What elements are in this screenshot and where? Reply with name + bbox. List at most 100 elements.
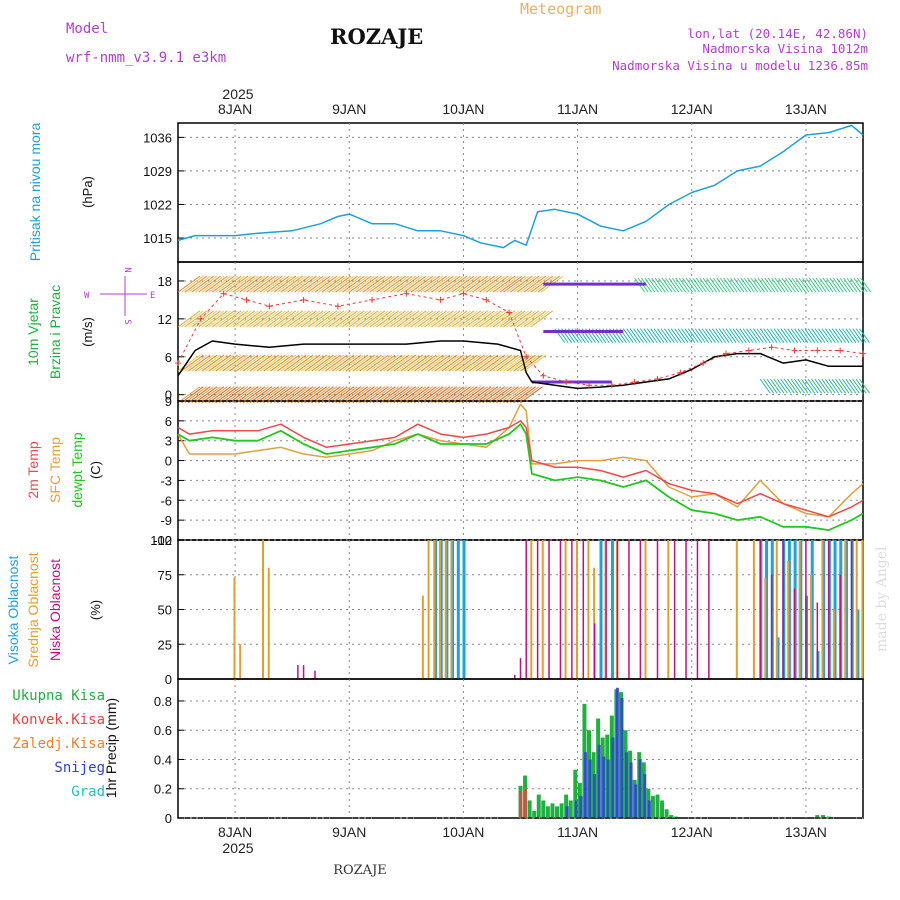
wind-barb xyxy=(390,275,413,293)
wind-barb xyxy=(759,378,771,394)
wind-barb xyxy=(184,354,208,372)
wind-barb xyxy=(294,275,317,293)
wind-barb xyxy=(424,354,447,372)
wind-barb xyxy=(836,277,848,293)
wind-barb xyxy=(194,354,218,372)
wind-barb xyxy=(763,328,775,343)
wind-barb xyxy=(277,354,300,372)
wind-barb xyxy=(232,386,256,404)
wind-barb xyxy=(290,310,314,328)
time-tick-bottom-11JAN: 11JAN xyxy=(557,824,598,840)
wind-barb xyxy=(626,328,638,343)
wind-barb xyxy=(843,277,854,293)
wind-barb xyxy=(520,275,543,293)
precip-legend-1: Konvek.Kisa xyxy=(12,712,105,728)
wind-barb xyxy=(689,277,700,293)
wind-barb xyxy=(259,386,283,404)
temp-ylabel: (C) xyxy=(88,461,103,479)
wind-barb xyxy=(458,275,482,293)
wind-barb xyxy=(372,310,396,328)
wind-barb xyxy=(277,310,300,328)
wind-barb xyxy=(390,386,413,404)
wind-barb xyxy=(842,328,853,343)
time-tick-bottom-8JAN: 8JAN xyxy=(218,824,252,840)
watermark: made by Angel xyxy=(874,546,890,652)
wind-barb xyxy=(444,354,468,372)
wind-barb xyxy=(393,275,417,293)
wind-barb xyxy=(201,275,225,293)
wind-barb xyxy=(198,354,221,372)
precip-bar-ukupna-kisa xyxy=(650,796,655,818)
wind-barb xyxy=(201,354,225,372)
wind-barb xyxy=(194,275,218,293)
wind-barb xyxy=(702,277,714,293)
wind-barb xyxy=(787,378,799,394)
wind-barb xyxy=(211,354,235,372)
wind-barb xyxy=(253,386,276,404)
wind-barb xyxy=(468,275,492,293)
wind-barb xyxy=(359,386,382,404)
wind-barb xyxy=(249,386,273,404)
wind-barb xyxy=(208,275,232,293)
wind-barb xyxy=(366,310,389,328)
wind-barb xyxy=(818,328,829,343)
wind-barb xyxy=(355,310,379,328)
wind-barb xyxy=(198,275,221,293)
precip-bar-snijeg xyxy=(597,744,601,818)
wind-barb xyxy=(376,310,399,328)
wind-barb xyxy=(633,328,644,343)
wind-barb xyxy=(465,386,488,404)
wind-barb xyxy=(824,328,836,343)
wind-barb xyxy=(516,354,540,372)
wind-frame xyxy=(177,261,864,402)
wind-barb xyxy=(853,277,865,293)
wind-barb xyxy=(242,310,266,328)
precip-bar-snijeg xyxy=(565,806,569,818)
wind-barb xyxy=(348,354,372,372)
wind-title: 10m Vjetar xyxy=(25,298,41,366)
wind-barb xyxy=(355,386,379,404)
wind-barb xyxy=(705,328,716,343)
wind-barb xyxy=(790,328,802,343)
wind-barb xyxy=(815,277,827,293)
wind-barb xyxy=(465,275,488,293)
wind-barb xyxy=(211,275,235,293)
wind-barb xyxy=(205,354,228,372)
wind-barb xyxy=(670,328,682,343)
wind-barb xyxy=(328,275,351,293)
wind-barb xyxy=(383,354,406,372)
wind-gust-marker xyxy=(266,303,273,310)
wind-barb xyxy=(499,354,523,372)
wind-barb xyxy=(781,277,793,293)
wind-barb xyxy=(208,386,232,404)
precip-bar-snijeg xyxy=(615,687,619,818)
clouds-ytick-label: 0 xyxy=(165,672,172,687)
wind-barb xyxy=(455,310,478,328)
wind-barb xyxy=(455,275,478,293)
wind-barb xyxy=(253,310,276,328)
wind-barb xyxy=(812,277,824,293)
wind-barb xyxy=(266,275,290,293)
wind-barb xyxy=(403,310,427,328)
wind-barb xyxy=(434,275,458,293)
wind-barb xyxy=(297,310,321,328)
wind-barb xyxy=(355,275,379,293)
wind-barb xyxy=(472,275,495,293)
wind-barb xyxy=(263,275,286,293)
wind-barb xyxy=(496,310,519,328)
wind-barb xyxy=(804,328,816,343)
wind-barb xyxy=(482,275,506,293)
wind-barb xyxy=(708,328,720,343)
wind-barb xyxy=(420,386,444,404)
wind-barb xyxy=(266,386,290,404)
wind-barb xyxy=(651,277,663,293)
wind-title2: Brzina i Pravac xyxy=(47,285,63,379)
wind-barb xyxy=(723,277,735,293)
wind-barb xyxy=(773,378,785,394)
precip-bar-ukupna-kisa xyxy=(673,816,678,818)
pressure-ytick-label: 1036 xyxy=(143,130,172,145)
temperature-ytick-label: -12 xyxy=(153,533,172,548)
wind-barb xyxy=(256,386,280,404)
wind-barb xyxy=(701,328,713,343)
precip-bar-ukupna-kisa xyxy=(826,816,831,818)
